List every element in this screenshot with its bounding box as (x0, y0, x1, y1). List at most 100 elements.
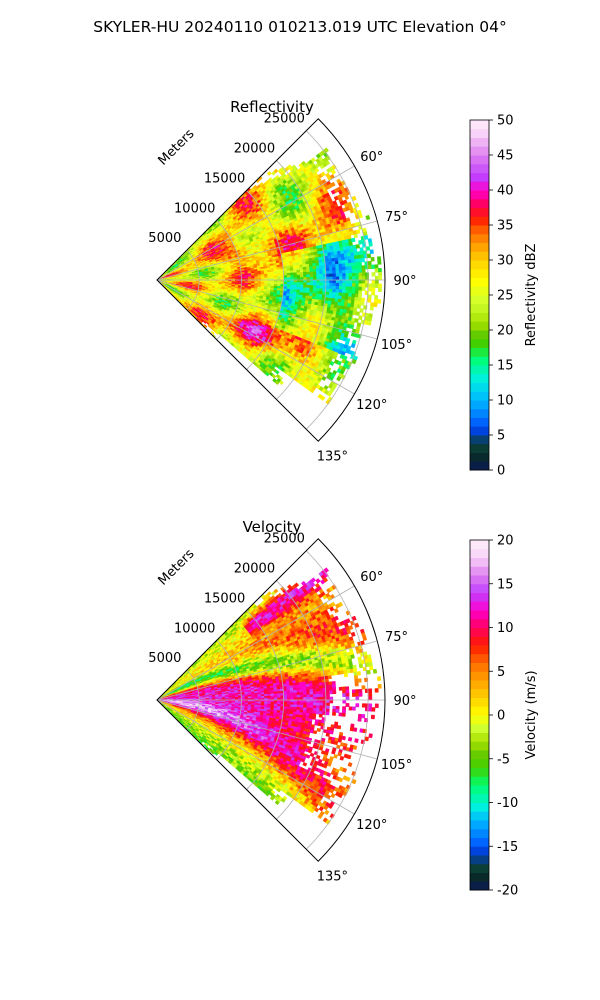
radar-cell (266, 171, 272, 176)
radar-cell (316, 285, 321, 289)
radar-cell (309, 287, 314, 292)
radar-cell (341, 295, 346, 300)
radar-cell (344, 259, 349, 264)
radar-cell (338, 266, 343, 271)
radar-cell (315, 268, 320, 272)
radar-cell (283, 272, 288, 276)
radar-cell (319, 288, 324, 292)
radar-cell (345, 276, 350, 281)
radar-cell (335, 263, 340, 268)
radar-cell (306, 266, 310, 270)
figure-suptitle: SKYLER-HU 20240110 010213.019 UTC Elevat… (93, 18, 507, 36)
radar-cell (312, 287, 317, 292)
radar-cell (341, 260, 346, 265)
radar-cell (312, 268, 317, 273)
radar-cell (326, 273, 330, 278)
radar-cell (303, 274, 308, 278)
radar-cell (306, 282, 311, 286)
radar-cell (338, 292, 343, 297)
radar-cell (344, 263, 349, 268)
radar-cell (338, 289, 343, 294)
radar-cell (312, 285, 317, 289)
radar-cell (325, 261, 330, 266)
radar-cell (319, 279, 324, 284)
radar-cell (296, 272, 301, 276)
radar-cell (306, 279, 311, 283)
radar-cell (342, 269, 347, 274)
radar-cell (306, 269, 311, 273)
radar-cell (339, 282, 343, 287)
radar-cell (306, 284, 311, 289)
radar-cell (319, 285, 324, 289)
radar-cell (309, 268, 314, 273)
radar-cell (325, 288, 330, 293)
radar-cell (299, 274, 304, 278)
radar-cell (313, 276, 317, 281)
radar-cell (316, 279, 321, 284)
radar-cell (326, 282, 330, 287)
radar-cell (312, 274, 317, 278)
radar-cell (299, 266, 304, 271)
radar-cell (299, 272, 304, 276)
radar-cell (332, 276, 337, 281)
radar-cell (341, 292, 346, 297)
panel-title: Reflectivity (230, 98, 314, 116)
radar-cell (335, 286, 340, 290)
radar-cell (339, 276, 343, 281)
radar-cell (335, 292, 340, 297)
radar-cell (338, 286, 343, 290)
radar-cell (335, 282, 340, 287)
radar-cell (325, 267, 330, 272)
radar-cell (341, 263, 346, 268)
radar-cell (331, 264, 336, 268)
radar-cell (334, 260, 339, 265)
radar-cell (309, 285, 314, 289)
radar-cell (296, 282, 301, 286)
radar-cell (331, 261, 336, 265)
radar-cell (293, 272, 298, 276)
radar-cell (345, 273, 350, 277)
radar-cell (335, 289, 340, 293)
radar-cell (342, 286, 347, 291)
radar-cell (338, 263, 343, 268)
radar-cell (305, 263, 310, 268)
radar-cell (329, 279, 334, 284)
radar-cell (342, 273, 347, 278)
radar-cell (325, 270, 330, 275)
radar-cell (312, 282, 317, 286)
radar-cell (332, 285, 337, 290)
radar-cell (306, 274, 311, 278)
radar-cell (309, 266, 314, 270)
radar-cell (319, 273, 324, 278)
radar-cell (345, 266, 350, 271)
radar-cell (337, 257, 342, 262)
radar-cell (316, 271, 321, 275)
radar-cell (293, 274, 298, 278)
radar-cell (306, 287, 311, 291)
radar-cell (319, 271, 324, 275)
radar-cell (328, 267, 333, 272)
radar-cell (331, 295, 336, 299)
radar-cell (306, 277, 311, 281)
radar-cell (332, 270, 337, 275)
radar-cell (342, 279, 347, 284)
radar-cell (309, 279, 314, 283)
radar-cell (306, 290, 310, 294)
radar-cell (316, 276, 321, 281)
radar-cell (319, 276, 324, 281)
radar-cell (264, 275, 268, 279)
radar-cell (342, 282, 347, 287)
radar-cell (341, 266, 346, 271)
radar-cell (338, 270, 343, 274)
radar-cell (257, 276, 262, 279)
radar-cell (319, 268, 324, 272)
radar-cell (342, 276, 347, 281)
radar-cell (309, 282, 314, 286)
radar-cell (329, 270, 334, 275)
radar-cell (312, 265, 317, 270)
radar-cell (325, 264, 330, 269)
radar-cell (286, 275, 291, 278)
radar-cell (332, 273, 337, 278)
radar-cell (329, 276, 334, 281)
